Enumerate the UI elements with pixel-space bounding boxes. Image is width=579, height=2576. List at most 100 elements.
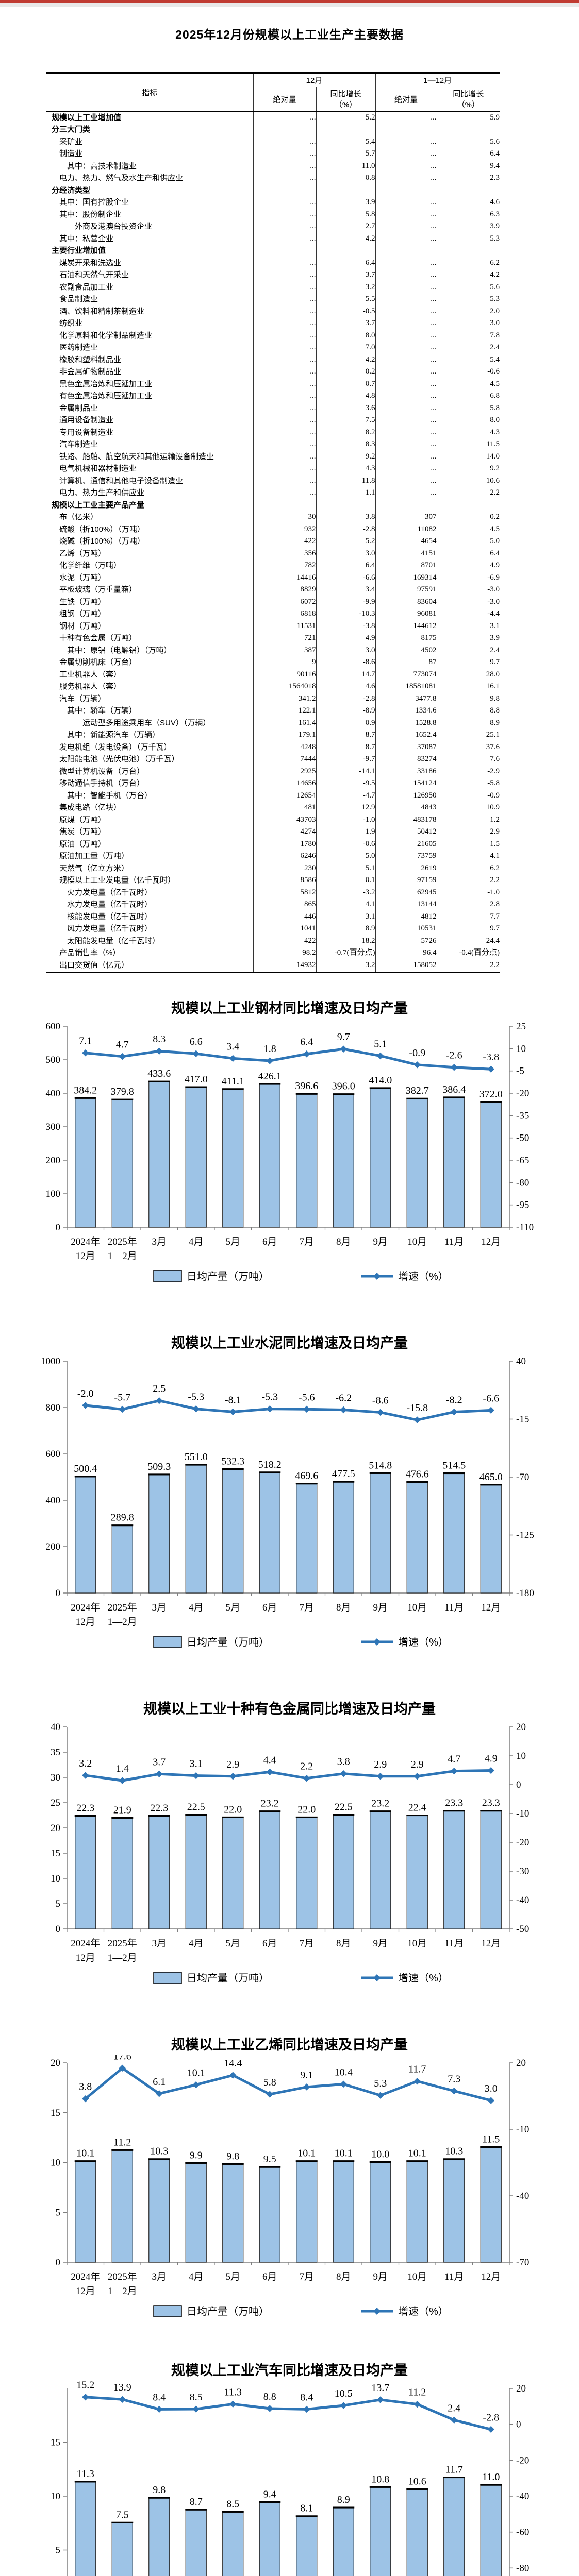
table-row: 产品销售率（%） 98.2 -0.7(百分点) 96.4 -0.4(百分点) [46, 947, 500, 959]
svg-text:200: 200 [46, 1155, 61, 1166]
row-value: ... [375, 463, 437, 475]
table-row: 汽车制造业... 8.3... 11.5 [46, 438, 500, 451]
row-value: 97591 [375, 584, 437, 596]
row-value: 73759 [375, 850, 437, 862]
row-value: ... [375, 427, 437, 439]
row-value: 6.2 [436, 257, 500, 269]
svg-text:4.9: 4.9 [485, 1753, 498, 1764]
table-row: 其中：原铝（电解铝）（万吨） 387 3.0 4502 2.4 [46, 645, 500, 657]
row-value: ... [253, 463, 316, 475]
svg-text:11.2: 11.2 [113, 2137, 131, 2148]
svg-text:7月: 7月 [299, 1938, 314, 1949]
svg-text:7.3: 7.3 [448, 2073, 460, 2084]
chart-svg: 600 500 400 300 200 100 0 25 10 -5 -20 -35 -50 -65 -80… [46, 1021, 534, 1282]
row-label: 石油和天然气开采业 [59, 270, 129, 280]
svg-text:8.4: 8.4 [153, 2392, 166, 2403]
row-value: ... [375, 390, 437, 402]
svg-text:-40: -40 [516, 1895, 529, 1906]
table-row: 太阳能电池（光伏电池）（万千瓦） 7444 -9.7 83274 7.6 [46, 753, 500, 766]
svg-text:-5.3: -5.3 [188, 1391, 204, 1402]
svg-text:532.3: 532.3 [221, 1455, 244, 1467]
row-value: 2925 [253, 766, 316, 778]
bar [75, 1476, 96, 1594]
row-value: 7.5 [316, 414, 375, 427]
row-value: -4.7 [316, 790, 375, 802]
bar [406, 1482, 428, 1594]
row-label: 电力、热力、燃气及水生产和供应业 [59, 174, 184, 183]
row-label: 分经济类型 [52, 185, 91, 195]
row-value: 16.1 [436, 681, 500, 693]
svg-text:10.8: 10.8 [371, 2473, 389, 2485]
chart-title: 规模以上工业十种有色金属同比增速及日均产量 [143, 1701, 436, 1717]
svg-text:5: 5 [56, 2545, 61, 2555]
bar [480, 1102, 502, 1228]
row-label: 工业机器人（套） [59, 670, 122, 679]
row-label: 医药制造业 [59, 343, 98, 352]
row-value: 1.1 [316, 487, 375, 499]
row-value: 14.0 [436, 451, 500, 463]
svg-text:8.4: 8.4 [300, 2392, 313, 2403]
svg-text:10.3: 10.3 [150, 2145, 168, 2157]
row-value: 5.6 [436, 136, 500, 148]
row-label: 天然气（亿立方米） [59, 863, 129, 873]
table-row: 风力发电量（亿千瓦时） 1041 8.9 10531 9.7 [46, 923, 500, 935]
window-top-edge [0, 0, 579, 3]
row-value: 28.0 [436, 669, 500, 681]
row-label: 其中：国有控股企业 [59, 198, 129, 207]
bar [333, 2161, 354, 2263]
bar [111, 1525, 133, 1594]
row-value: ... [253, 281, 316, 294]
svg-text:23.3: 23.3 [445, 1797, 463, 1808]
svg-text:9月: 9月 [373, 1602, 388, 1613]
bar [75, 2481, 96, 2576]
row-value: 62945 [375, 887, 437, 899]
table-row: 规模以上工业发电量（亿千瓦时） 8586 0.1 97159 2.2 [46, 874, 500, 887]
svg-text:3.8: 3.8 [79, 2081, 92, 2092]
row-value: ... [253, 209, 316, 221]
bar [370, 1811, 391, 1929]
svg-text:11月: 11月 [444, 1938, 464, 1949]
svg-text:10.1: 10.1 [297, 2147, 316, 2159]
svg-text:10.1: 10.1 [335, 2147, 353, 2159]
row-value: 5.7 [316, 148, 375, 160]
bar [370, 1473, 391, 1594]
svg-text:13.7: 13.7 [371, 2382, 389, 2393]
row-value: 481 [253, 802, 316, 814]
svg-text:3月: 3月 [152, 2272, 167, 2282]
table-row: 金属切削机床（万台） 9 -8.6 87 9.7 [46, 656, 500, 669]
svg-text:551.0: 551.0 [185, 1451, 208, 1463]
bar [222, 1469, 244, 1594]
row-label: 粗钢（万吨） [59, 609, 106, 619]
row-value: 0.1 [316, 874, 375, 887]
row-label: 其中：新能源汽车（万辆） [67, 731, 160, 740]
row-value: 3.7 [316, 317, 375, 330]
table-row: 分三大门类 [46, 124, 500, 136]
bar [185, 2163, 207, 2263]
svg-text:10.5: 10.5 [335, 2388, 353, 2399]
svg-text:40: 40 [516, 1356, 526, 1367]
row-value: 96081 [375, 608, 437, 620]
svg-text:22.3: 22.3 [76, 1802, 94, 1814]
row-label: 硫酸（折100%）（万吨） [59, 524, 145, 534]
row-value: 1041 [253, 923, 316, 935]
row-value: 3.6 [316, 402, 375, 415]
table-row: 烧碱（折100%）（万吨） 422 5.2 4654 5.0 [46, 535, 500, 548]
table-row: 其中：国有控股企业... 3.9... 4.6 [46, 196, 500, 209]
svg-text:10.6: 10.6 [408, 2476, 426, 2487]
svg-text:-60: -60 [516, 2527, 529, 2537]
chart-svg: 40 35 30 25 20 15 10 5 0 20 10 0 -10 -20 -30 -40 -50 22.3… [51, 1722, 529, 1984]
row-label: 太阳能电池（光伏电池）（万千瓦） [59, 755, 179, 764]
row-value: ... [375, 317, 437, 330]
table-row: 原油加工量（万吨） 6246 5.0 73759 4.1 [46, 850, 500, 862]
bar [259, 2502, 280, 2576]
table-row: 专用设备制造业... 8.2... 4.3 [46, 427, 500, 439]
row-value: -6.9 [436, 572, 500, 584]
row-value [253, 245, 316, 257]
bar [148, 1816, 170, 1929]
row-label: 乙烯（万吨） [59, 549, 106, 558]
svg-text:4月: 4月 [189, 1236, 204, 1247]
svg-text:12月: 12月 [481, 1236, 501, 1247]
row-value: 8.7 [316, 741, 375, 754]
row-value: 8701 [375, 560, 437, 572]
row-value: 4.1 [316, 899, 375, 911]
